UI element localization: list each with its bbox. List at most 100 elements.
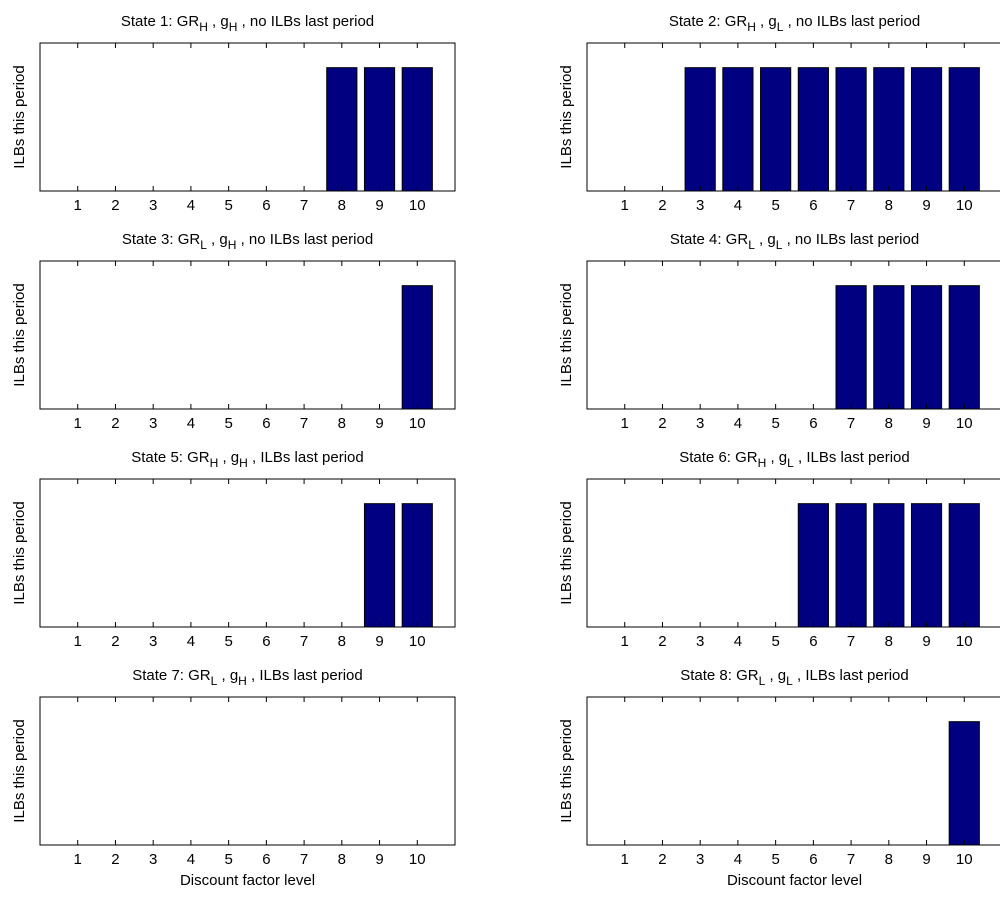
subplot-title-sub2: L [776, 238, 783, 252]
y-axis-label: ILBs this period [558, 501, 575, 604]
x-tick-label: 8 [885, 633, 893, 650]
subplot-title-suffix: , ILBs last period [793, 667, 909, 684]
subplot-title: State 7: GRL , gH , ILBs last period [132, 667, 363, 688]
x-tick-label: 3 [696, 197, 704, 214]
x-tick-label: 9 [922, 633, 930, 650]
x-tick-label: 3 [149, 851, 157, 868]
subplot-title-mid: , g [208, 13, 229, 30]
y-axis-label: ILBs this period [11, 501, 28, 604]
subplot-title-prefix: State 3: GR [122, 231, 201, 248]
x-tick-label: 7 [847, 851, 855, 868]
y-axis-label: ILBs this period [11, 719, 28, 822]
bar-8 [326, 67, 358, 192]
bar-9 [910, 67, 943, 192]
bar-9 [910, 285, 943, 410]
y-axis-label: ILBs this period [558, 283, 575, 386]
bar-5 [760, 67, 792, 192]
x-tick-label: 10 [409, 851, 426, 868]
subplot-title-suffix: , no ILBs last period [236, 231, 373, 248]
subplot-title-mid: , g [217, 667, 238, 684]
x-tick-label: 7 [300, 851, 308, 868]
x-tick-label: 10 [956, 197, 973, 214]
subplot-title-mid: , g [766, 449, 787, 466]
subplot-title: State 8: GRL , gL , ILBs last period [680, 667, 909, 688]
x-tick-label: 7 [847, 633, 855, 650]
x-tick-label: 6 [262, 415, 270, 432]
x-axis-label: Discount factor level [180, 872, 315, 889]
x-tick-label: 8 [885, 415, 893, 432]
bar-8 [873, 67, 905, 192]
y-axis-label: ILBs this period [558, 65, 575, 168]
x-tick-label: 1 [74, 851, 82, 868]
x-tick-label: 2 [111, 197, 119, 214]
subplot-title-sub1: L [200, 238, 207, 252]
subplot-title-sub1: L [748, 238, 755, 252]
x-tick-label: 6 [809, 197, 817, 214]
y-axis-label: ILBs this period [11, 65, 28, 168]
x-tick-label: 8 [885, 197, 893, 214]
subplot-state-7: 1 2 3 4 5 6 7 8 9 10 State 7: GRL , gH , ILBs last… [11, 667, 456, 889]
subplot-title-sub2: H [239, 456, 248, 470]
subplot-title-mid: , g [207, 231, 228, 248]
subplot-title-sub2: L [777, 20, 784, 34]
x-tick-label: 6 [262, 633, 270, 650]
subplot-state-3: 1 2 3 4 5 6 7 8 9 10 State 3: GRL , gH , no ILBs l… [11, 231, 456, 432]
subplot-title-sub1: H [747, 20, 756, 34]
x-tick-label: 9 [922, 851, 930, 868]
subplot-title-sub2: L [786, 674, 793, 688]
subplot-title-sub1: L [759, 674, 766, 688]
x-tick-label: 10 [409, 633, 426, 650]
subplot-title-sub1: H [210, 456, 219, 470]
y-axis-label: ILBs this period [11, 283, 28, 386]
subplot-title: State 1: GRH , gH , no ILBs last period [121, 13, 374, 34]
x-tick-label: 3 [149, 197, 157, 214]
x-tick-label: 4 [734, 851, 742, 868]
x-tick-label: 8 [338, 415, 346, 432]
x-tick-label: 2 [111, 415, 119, 432]
x-tick-label: 8 [338, 197, 346, 214]
bar-9 [910, 503, 943, 628]
axes-box [586, 42, 1000, 192]
x-tick-label: 5 [771, 633, 779, 650]
x-tick-label: 5 [224, 851, 232, 868]
x-tick-label: 4 [187, 197, 195, 214]
x-tick-label: 7 [300, 633, 308, 650]
x-tick-label: 2 [658, 851, 666, 868]
x-tick-label: 8 [338, 633, 346, 650]
subplot-title: State 5: GRH , gH , ILBs last period [131, 449, 363, 470]
subplot-title-sub1: L [211, 674, 218, 688]
x-tick-label: 1 [74, 197, 82, 214]
axes-box [586, 696, 1000, 846]
x-tick-label: 9 [375, 633, 383, 650]
subplot-title: State 4: GRL , gL , no ILBs last period [670, 231, 919, 252]
x-tick-label: 5 [771, 851, 779, 868]
subplot-title-suffix: , ILBs last period [247, 667, 363, 684]
x-tick-label: 1 [74, 633, 82, 650]
x-tick-label: 1 [621, 851, 629, 868]
x-tick-label: 4 [187, 851, 195, 868]
bar-9 [363, 67, 396, 192]
bar-4 [722, 67, 754, 192]
subplot-title-suffix: , no ILBs last period [237, 13, 374, 30]
x-tick-label: 8 [338, 851, 346, 868]
axes-box [39, 478, 456, 628]
bar-6 [797, 67, 829, 192]
x-tick-label: 2 [658, 633, 666, 650]
x-tick-label: 2 [658, 415, 666, 432]
x-tick-label: 5 [224, 197, 232, 214]
x-tick-label: 5 [224, 633, 232, 650]
x-tick-label: 9 [922, 415, 930, 432]
subplot-title-mid: , g [218, 449, 239, 466]
subplot-state-2: 1 2 3 4 5 6 7 8 9 10 State 2: GRH , gL , no ILBs l… [558, 13, 1000, 214]
x-tick-label: 5 [771, 197, 779, 214]
bar-7 [835, 503, 867, 628]
subplot-title-sub2: H [238, 674, 247, 688]
subplot-title-sub1: H [758, 456, 767, 470]
x-tick-label: 4 [734, 197, 742, 214]
subplot-title-sub1: H [199, 20, 208, 34]
subplot-title-suffix: , ILBs last period [794, 449, 910, 466]
x-tick-label: 9 [375, 851, 383, 868]
x-tick-label: 10 [956, 633, 973, 650]
bar-10 [401, 285, 433, 410]
